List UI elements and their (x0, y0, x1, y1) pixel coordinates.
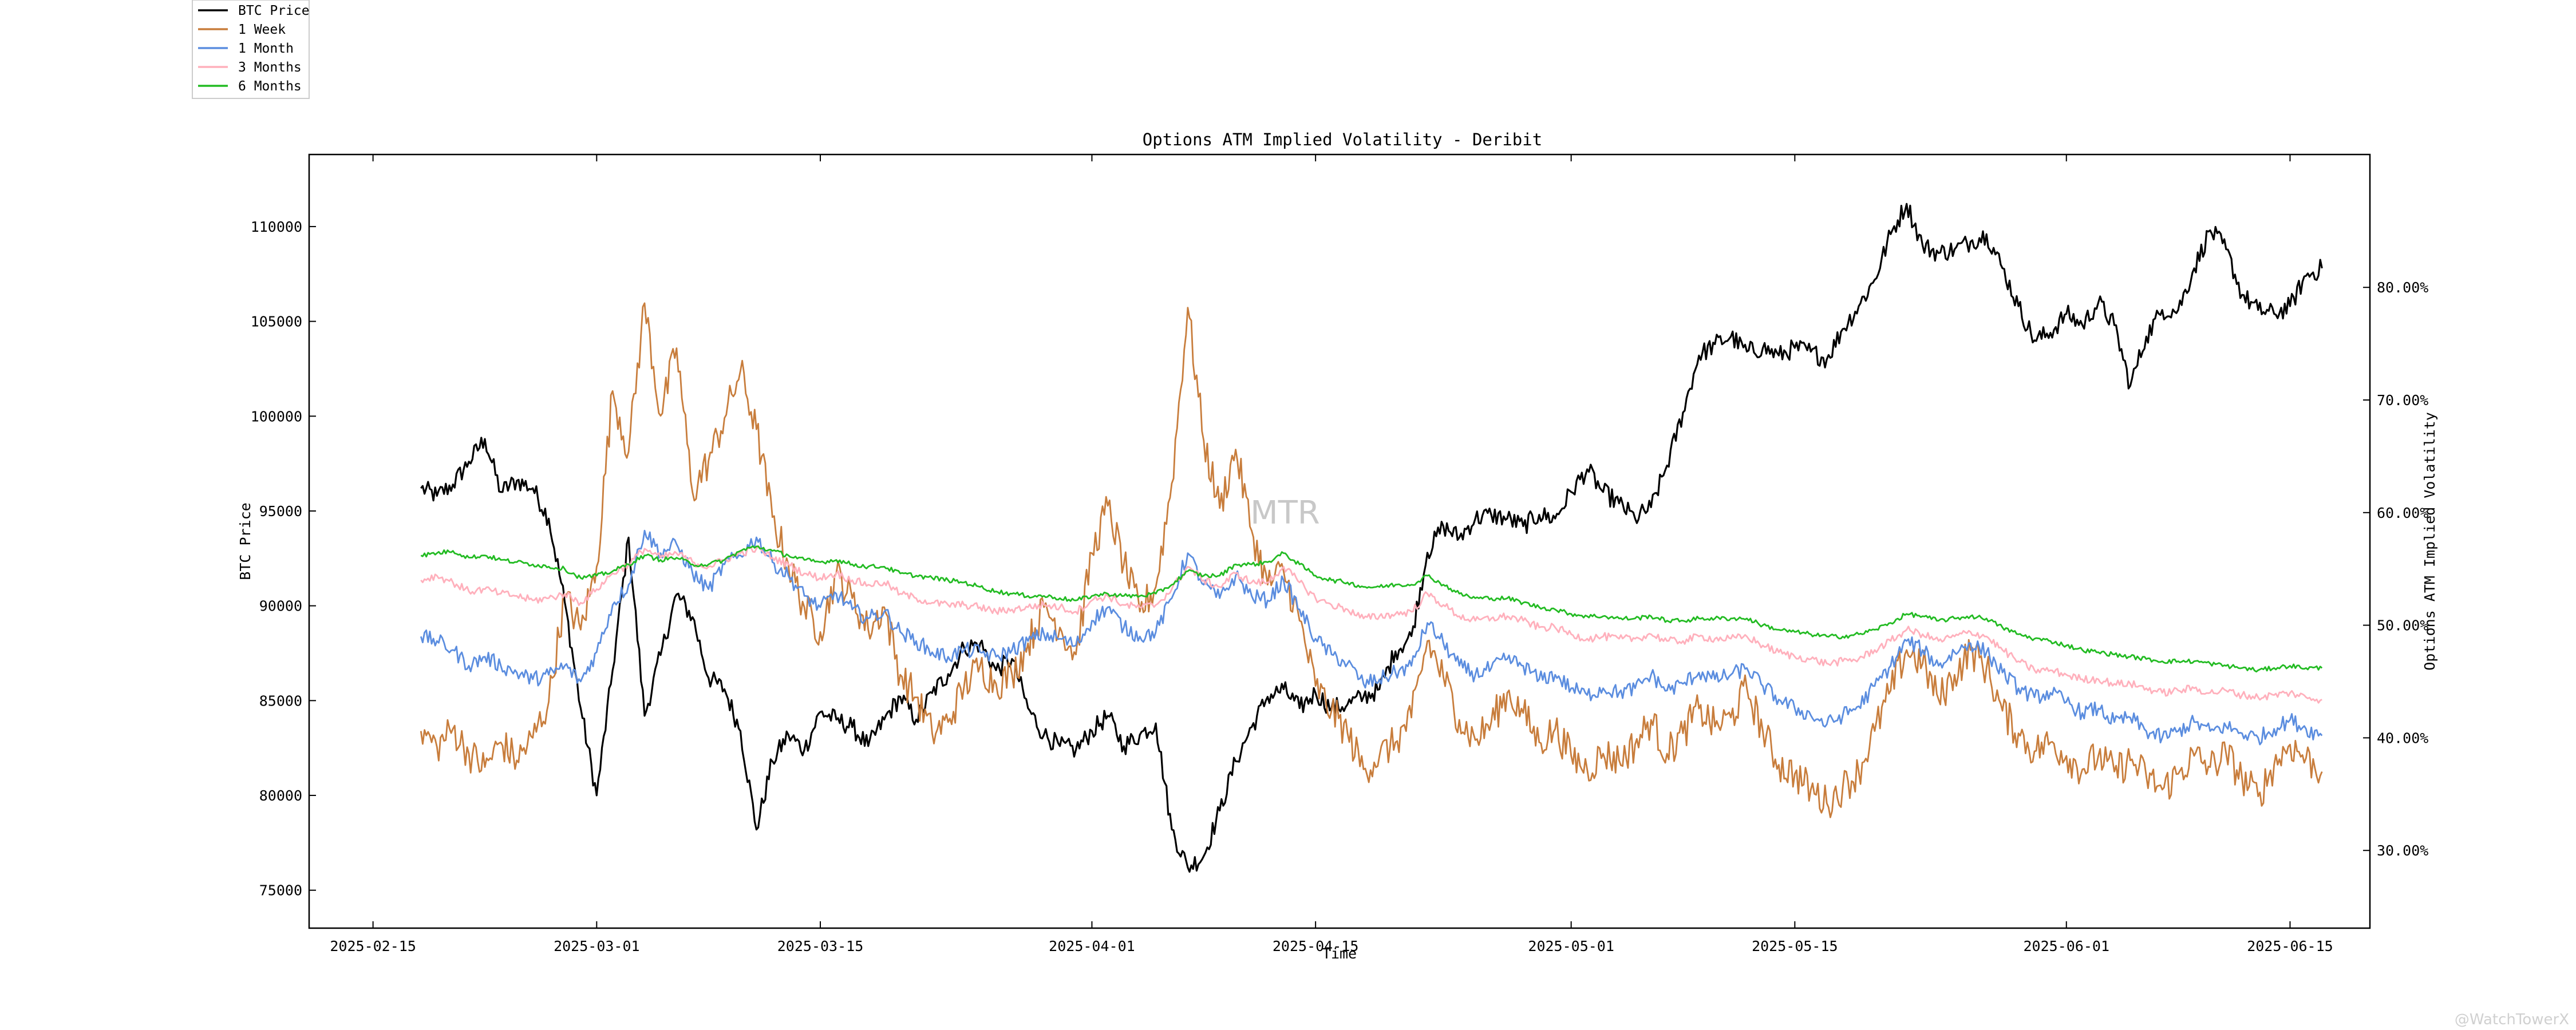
series-line-btc-price (420, 203, 2323, 873)
y-left-tick-label: 105000 (251, 314, 302, 330)
y-axis-right-title: Options ATM Implied Volatility (2421, 412, 2438, 671)
legend: BTC Price 1 Week 1 Month 3 Months 6 Months (192, 0, 310, 99)
legend-label: 3 Months (238, 60, 302, 75)
series-layer (420, 203, 2323, 873)
x-tick-label: 2025-05-15 (1752, 938, 1838, 954)
legend-label: 6 Months (238, 79, 302, 94)
y-right-tick-label: 30.00% (2377, 842, 2428, 859)
y-left-tick-label: 110000 (251, 219, 302, 235)
y-right-tick-label: 70.00% (2377, 392, 2428, 409)
y-right-tick-label: 80.00% (2377, 279, 2428, 296)
x-tick-label: 2025-03-01 (554, 938, 640, 954)
y-left-tick-label: 100000 (251, 408, 302, 425)
x-axis: 2025-02-15 2025-03-01 2025-03-15 2025-04-01… (330, 154, 2333, 954)
y-left-tick-label: 75000 (259, 882, 302, 899)
y-axis-left: 75000 80000 85000 90000 95000 100000 105000 110… (251, 219, 316, 899)
y-left-tick-label: 90000 (259, 598, 302, 615)
y-left-tick-label: 80000 (259, 787, 302, 804)
series-line-3-months (420, 545, 2322, 704)
series-line-6-months (420, 545, 2323, 673)
legend-items: BTC Price 1 Week 1 Month 3 Months 6 Months (198, 3, 310, 94)
watermark: MTR (1250, 494, 1319, 532)
y-right-tick-label: 60.00% (2377, 505, 2428, 521)
y-axis-left-title: BTC Price (237, 502, 254, 580)
legend-frame (192, 0, 310, 99)
series-line-1-month (420, 529, 2323, 746)
x-tick-label: 2025-04-15 (1273, 938, 1359, 954)
x-tick-label: 2025-06-15 (2247, 938, 2333, 954)
x-tick-label: 2025-05-01 (1528, 938, 1614, 954)
x-tick-label: 2025-04-01 (1049, 938, 1135, 954)
x-axis-title: Time (1322, 945, 1357, 962)
legend-label: 1 Week (238, 22, 286, 37)
y-axis-right: 30.00% 40.00% 50.00% 60.00% 70.00% 80.00% (2363, 279, 2428, 859)
x-tick-label: 2025-02-15 (330, 938, 416, 954)
y-left-tick-label: 95000 (259, 503, 302, 520)
y-left-tick-label: 85000 (259, 692, 302, 709)
x-tick-label: 2025-03-15 (777, 938, 864, 954)
x-tick-label: 2025-06-01 (2024, 938, 2110, 954)
plot-frame (308, 153, 2371, 929)
series-line-1-week (420, 302, 2323, 818)
y-right-tick-label: 40.00% (2377, 730, 2428, 746)
chart-title: Options ATM Implied Volatility - Deribit (1143, 130, 1542, 149)
legend-label: BTC Price (238, 3, 310, 18)
corner-watermark: @WatchTowerX (2455, 1011, 2569, 1028)
y-right-tick-label: 50.00% (2377, 617, 2428, 634)
legend-label: 1 Month (238, 41, 294, 56)
